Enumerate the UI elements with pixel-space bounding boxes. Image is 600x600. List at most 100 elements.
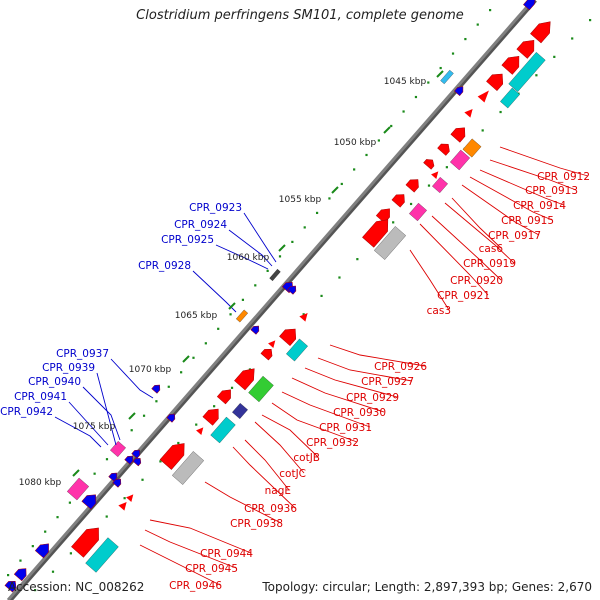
gene-label-minus: CPR_0912 <box>537 171 590 183</box>
green-feature-shape <box>248 375 274 403</box>
cds-plus-arrow <box>108 472 118 482</box>
cds-minus-small-shape <box>464 108 473 118</box>
cyan-feature <box>508 51 546 93</box>
gene-label-minus: CPR_0945 <box>185 563 238 575</box>
cds-minus-arrow <box>159 443 185 470</box>
gene-label-plus: CPR_0937 <box>56 348 109 360</box>
genome-summary-text: Topology: circular; Length: 2,897,393 bp… <box>262 580 592 594</box>
outer-tick-dot <box>204 342 207 345</box>
leader-line <box>96 372 117 446</box>
cds-minus-arrow <box>437 143 450 156</box>
inner-tick-dot <box>356 258 359 261</box>
kbp-tick-label: 1075 kbp <box>73 422 116 432</box>
cds-minus-small-shape <box>299 312 308 322</box>
gene-label-minus: nagE <box>265 485 291 497</box>
outer-tick-dot <box>241 298 245 301</box>
kbp-tick-mark <box>128 412 136 420</box>
gene-label-minus: cas6 <box>479 243 504 255</box>
backbone-shadow <box>8 0 537 600</box>
leader-line <box>444 202 515 264</box>
inner-tick-dot <box>213 405 216 408</box>
cds-plus-arrow <box>287 285 297 295</box>
kbp-tick-mark <box>436 70 444 78</box>
gene-label-minus: CPR_0932 <box>306 437 359 449</box>
cds-plus-arrow <box>4 580 17 593</box>
genome-title: Clostridium perfringens SM101, complete … <box>136 8 464 23</box>
kbp-tick-label: 1050 kbp <box>334 138 377 148</box>
cds-minus-arrow-shape <box>362 219 389 248</box>
grey-feature-shape <box>373 226 407 260</box>
cds-minus-small-shape <box>196 427 204 435</box>
kbp-tick-mark <box>383 126 391 134</box>
cds-plus-arrow-shape <box>4 580 17 593</box>
gene-label-minus: CPR_0914 <box>513 200 566 212</box>
outer-tick-dot <box>353 168 356 171</box>
gene-label-plus: CPR_0923 <box>189 202 242 214</box>
outer-tick-dot <box>31 545 34 548</box>
cds-plus-arrow-shape <box>250 325 260 335</box>
cds-minus-arrow-shape <box>216 389 231 405</box>
cds-minus-arrow <box>260 348 273 361</box>
cds-plus-arrow-shape <box>523 0 536 11</box>
leader-line <box>228 229 273 267</box>
dark-feature <box>269 268 281 282</box>
outer-tick-dot <box>19 559 22 562</box>
cds-minus-arrow-shape <box>501 55 520 75</box>
orange-feature <box>462 138 482 158</box>
kbp-tick-mark <box>72 469 80 477</box>
cyan-feature-shape <box>500 87 520 109</box>
gene-label-minus: CPR_0927 <box>361 376 414 388</box>
cds-minus-arrow-shape <box>260 348 273 361</box>
outer-tick-dot <box>414 95 418 99</box>
gene-label-minus: CPR_0938 <box>230 518 283 530</box>
cds-minus-small-shape <box>477 90 489 103</box>
gene-label-minus: CPR_0920 <box>450 275 503 287</box>
leader-line <box>329 344 426 367</box>
pink-plus-feature <box>110 440 126 458</box>
cds-plus-arrow <box>250 325 260 335</box>
inner-tick-dot <box>302 313 305 316</box>
leader-line <box>271 402 358 443</box>
gene-label-plus: CPR_0925 <box>161 234 214 246</box>
navy-feature-shape <box>232 402 248 420</box>
cds-plus-arrow <box>34 543 49 559</box>
cds-minus-small <box>126 494 134 502</box>
outer-tick-dot <box>229 313 232 316</box>
orange-plus-feature-shape <box>235 309 249 323</box>
leader-line <box>144 529 237 569</box>
gene-label-plus: CPR_0928 <box>138 260 191 272</box>
inner-tick-dot <box>230 386 234 389</box>
gene-label-minus: CPR_0915 <box>501 215 554 227</box>
cds-minus-small <box>118 501 127 511</box>
outer-tick-dot <box>192 356 195 359</box>
leader-line <box>291 377 385 413</box>
cds-minus-arrow <box>423 159 435 170</box>
cds-minus-arrow <box>405 179 419 193</box>
pink-feature-shape <box>449 149 471 171</box>
outer-tick-dot <box>278 255 282 258</box>
cds-minus-small-shape <box>118 501 127 511</box>
inner-tick-dot <box>535 74 538 77</box>
inner-tick-dot <box>427 184 431 187</box>
lightblue-feature-shape <box>440 69 454 85</box>
cds-minus-small <box>268 340 276 348</box>
cyan-feature <box>85 537 119 573</box>
inner-tick-dot <box>320 294 323 298</box>
gene-label-minus: CPR_0921 <box>437 290 490 302</box>
pink-feature-shape <box>432 176 448 194</box>
leader-line <box>54 416 102 448</box>
inner-tick-dot <box>159 460 162 463</box>
leader-line <box>281 391 371 428</box>
outer-tick-dot <box>266 269 269 272</box>
outer-tick-dot <box>56 516 59 519</box>
gene-labels: CPR_0923 CPR_0924 CPR_0925 CPR_0928 CPR_0937… <box>0 171 590 592</box>
cds-plus-arrow-shape <box>287 285 297 295</box>
outer-tick-dot <box>167 385 170 388</box>
green-feature <box>248 375 274 403</box>
inner-tick-dot <box>481 129 484 132</box>
cds-plus-arrow <box>166 413 176 423</box>
gene-label-minus: cotJB <box>293 452 320 464</box>
cds-minus-small <box>464 108 473 118</box>
cds-minus-arrow-shape <box>486 73 504 91</box>
